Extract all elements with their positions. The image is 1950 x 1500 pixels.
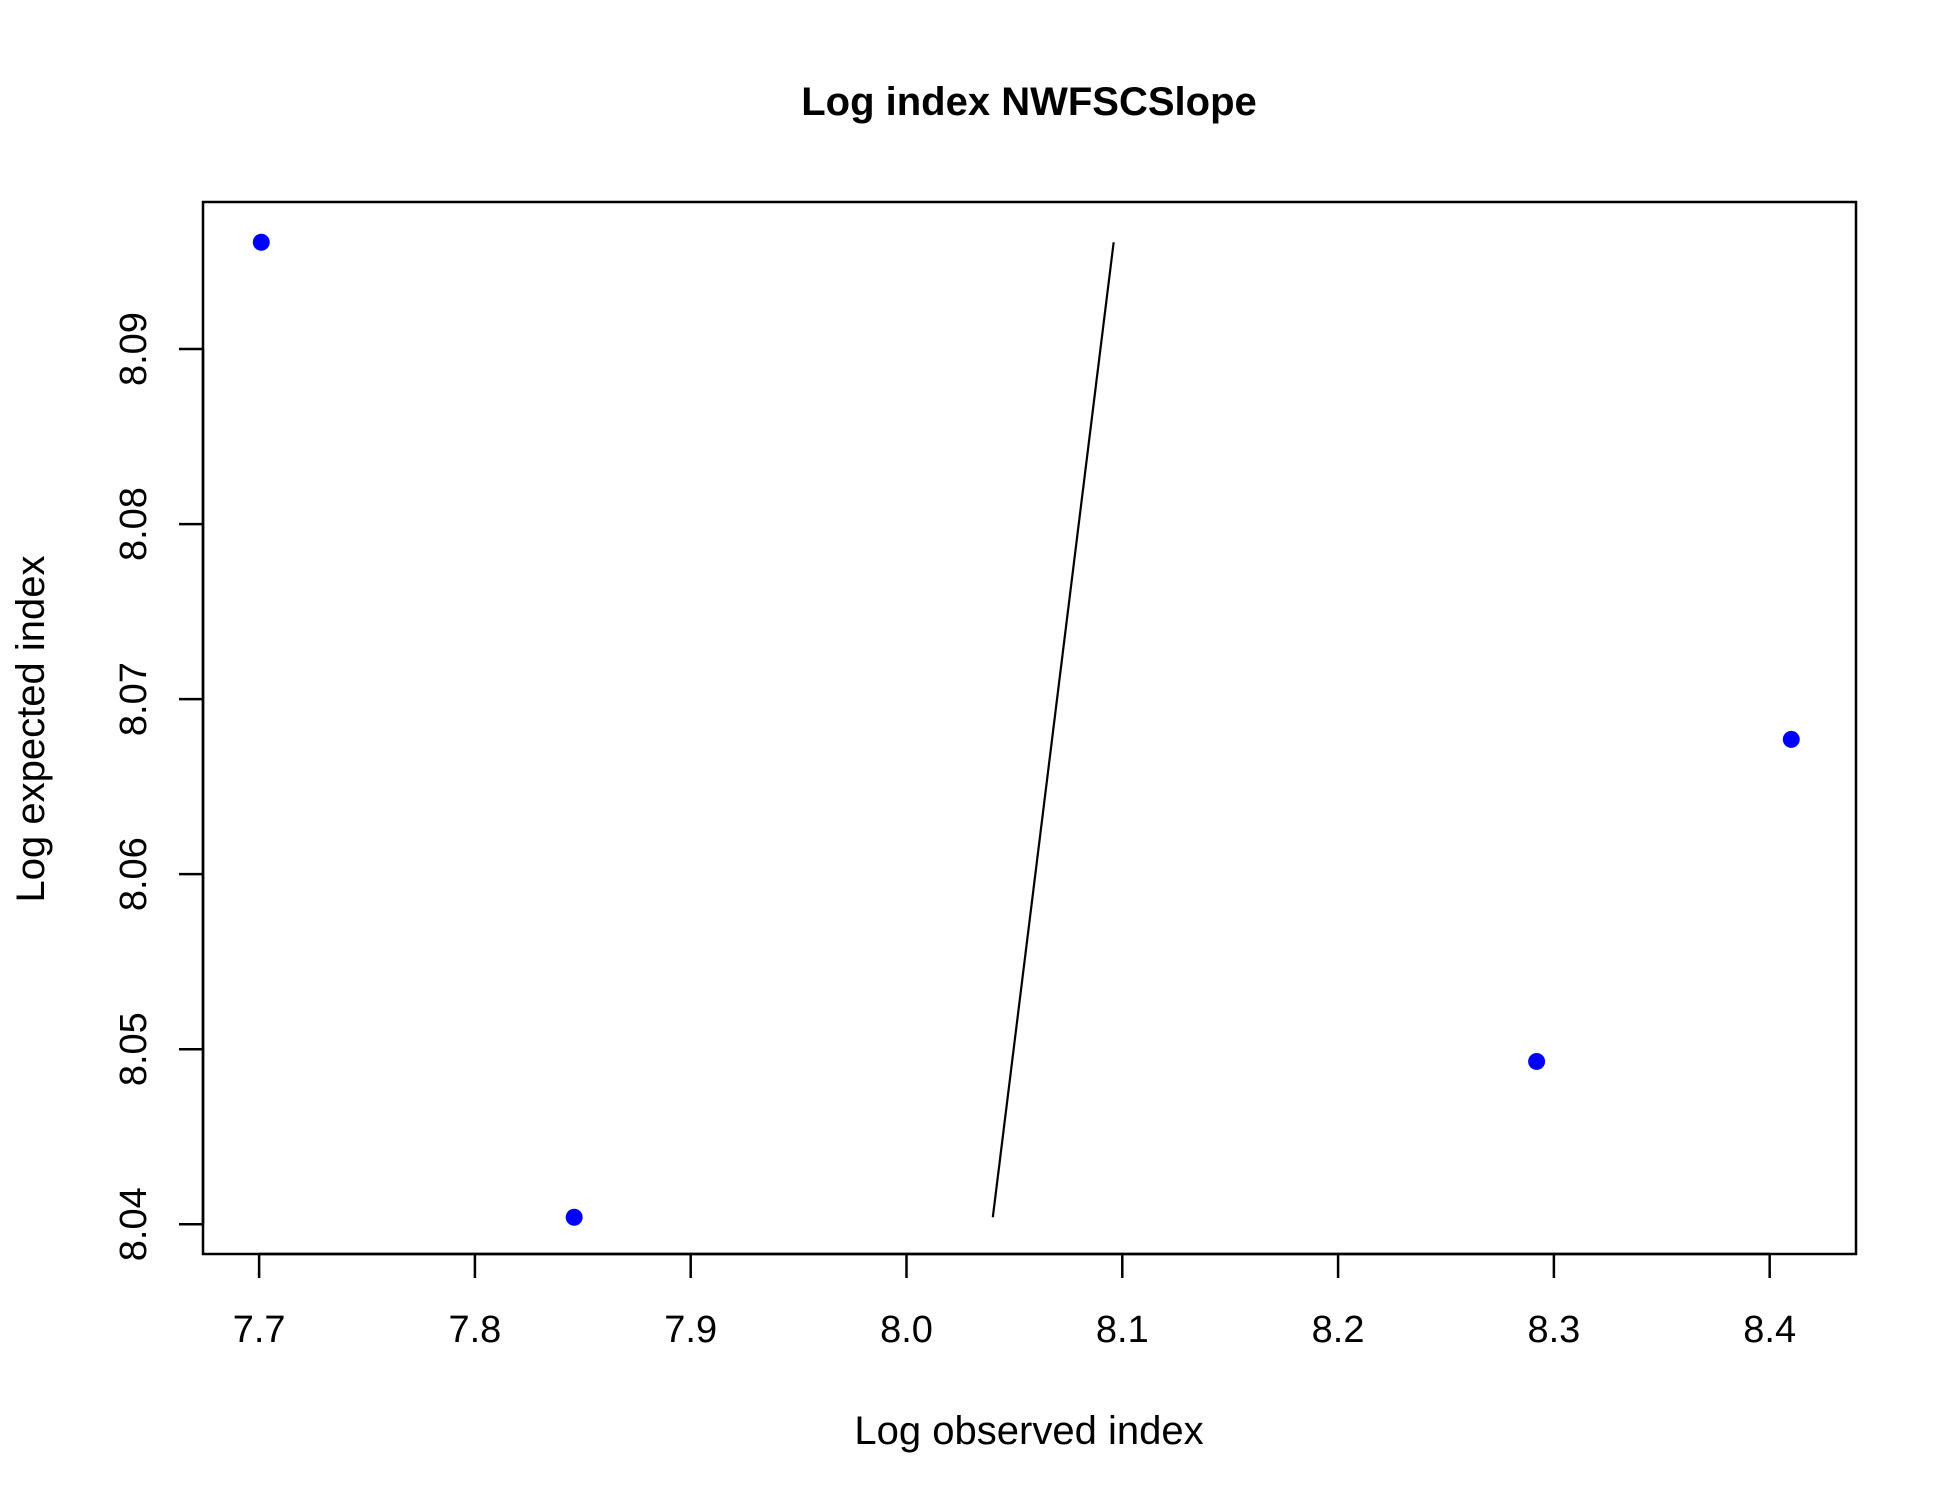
y-axis: 8.04 8.05 8.06 8.07 8.08 8.09 [113, 312, 205, 1261]
fit-line [991, 242, 1115, 1218]
x-tick-label: 8.4 [1743, 1309, 1796, 1351]
data-point [1528, 1052, 1546, 1070]
y-tick-label: 8.08 [113, 487, 155, 561]
y-axis-label: Log expected index [9, 556, 53, 903]
x-tick-label: 8.3 [1527, 1309, 1580, 1351]
series-layer [252, 233, 1800, 1226]
x-tick-label: 8.1 [1096, 1309, 1149, 1351]
x-axis-label: Log observed index [854, 1409, 1203, 1453]
data-point [252, 233, 270, 251]
y-tick-label: 8.04 [113, 1187, 155, 1261]
y-tick-label: 8.06 [113, 837, 155, 911]
y-tick-label: 8.05 [113, 1012, 155, 1086]
data-point [1782, 730, 1800, 748]
chart-title: Log index NWFSCSlope [801, 80, 1257, 124]
data-point [565, 1208, 583, 1226]
y-tick-label: 8.07 [113, 662, 155, 736]
x-tick-label: 7.7 [233, 1309, 286, 1351]
x-tick-label: 7.9 [664, 1309, 717, 1351]
x-tick-label: 8.0 [880, 1309, 933, 1351]
x-tick-label: 8.2 [1312, 1309, 1365, 1351]
x-tick-label: 7.8 [448, 1309, 501, 1351]
x-axis: 7.7 7.8 7.9 8.0 8.1 8.2 8.3 8.4 [233, 1252, 1796, 1351]
y-tick-label: 8.09 [113, 312, 155, 386]
